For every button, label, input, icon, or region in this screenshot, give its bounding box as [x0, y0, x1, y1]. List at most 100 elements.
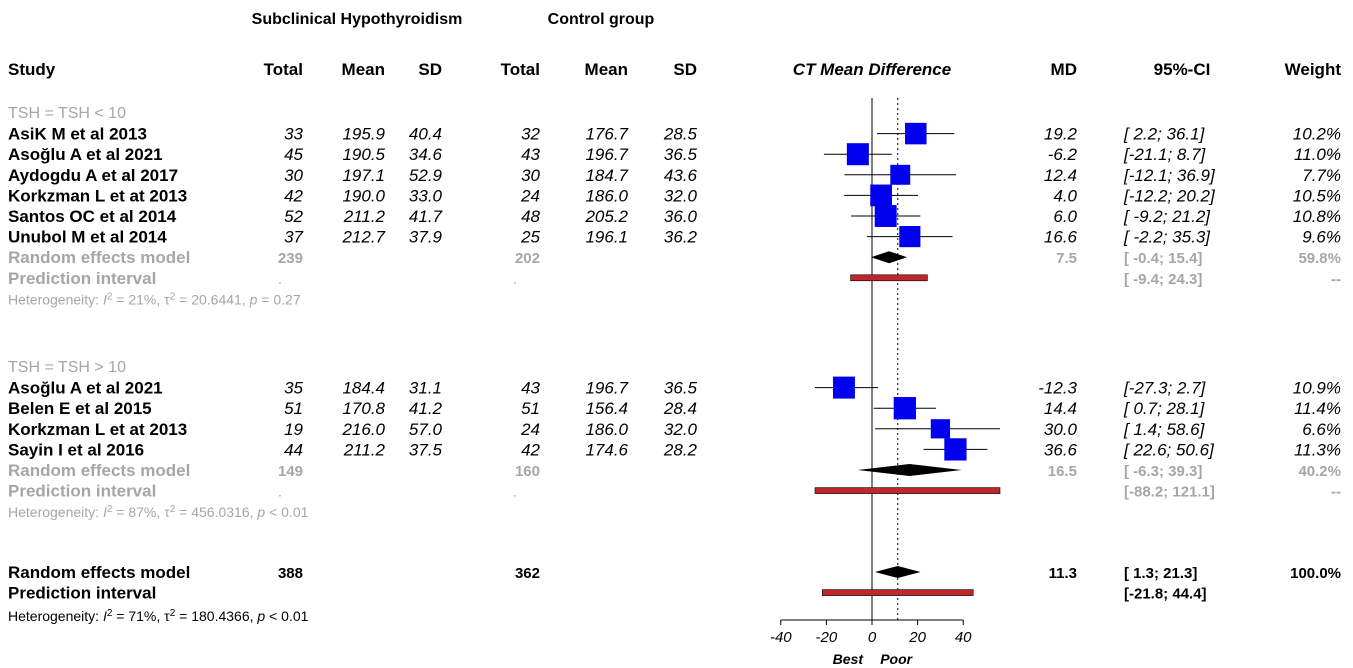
study-e-mean: 212.7 [341, 228, 385, 247]
heterogeneity-text: Heterogeneity: I2 = 71%, τ2 = 180.4366, … [8, 608, 309, 625]
study-weight: 9.6% [1302, 228, 1341, 247]
study-effect-box [846, 143, 869, 166]
study-ci: [-12.2; 20.2] [1123, 186, 1216, 205]
subgroup-effect-diamond [871, 251, 908, 264]
study-e-total: 52 [284, 207, 303, 226]
x-axis-label-right: Poor [880, 651, 913, 667]
subgroup-label: TSH = TSH > 10 [8, 359, 126, 376]
study-md: 4.0 [1053, 186, 1077, 205]
study-e-total: 30 [284, 166, 303, 185]
subgroup-re-weight: 40.2% [1298, 463, 1341, 480]
column-header-ci: 95%-CI [1154, 60, 1211, 79]
subgroup-re-c-total: 160 [515, 463, 540, 480]
group-header-control: Control group [548, 11, 655, 28]
study-ci: [ -2.2; 35.3] [1123, 228, 1211, 247]
study-ci: [ 2.2; 36.1] [1123, 125, 1206, 144]
study-c-sd: 36.2 [664, 228, 698, 247]
subgroup-pred-ci: [ -9.4; 24.3] [1124, 271, 1202, 288]
study-c-sd: 36.0 [664, 207, 698, 226]
study-c-total: 25 [520, 228, 540, 247]
x-axis-tick-label: -20 [816, 629, 838, 646]
study-ci: [-12.1; 36.9] [1123, 166, 1216, 185]
study-weight: 11.0% [1294, 145, 1341, 164]
study-name: Aydogdu A et al 2017 [8, 166, 178, 185]
study-ci: [-27.3; 2.7] [1123, 379, 1207, 398]
subgroup-re-ci: [ -0.4; 15.4] [1124, 250, 1202, 267]
column-header-weight: Weight [1285, 60, 1342, 79]
study-c-sd: 28.4 [663, 399, 697, 418]
study-weight: 10.2% [1293, 125, 1341, 144]
column-header-e-mean: Mean [342, 60, 385, 79]
study-weight: 10.5% [1293, 186, 1341, 205]
subgroup-re-weight: 59.8% [1298, 250, 1341, 267]
study-effect-box [930, 419, 951, 439]
study-ci: [ -9.2; 21.2] [1123, 207, 1211, 226]
study-name: Santos OC et al 2014 [8, 207, 177, 226]
study-e-mean: 216.0 [341, 420, 385, 439]
study-c-sd: 28.2 [663, 440, 698, 459]
subgroup-pred-c-total: . [513, 484, 517, 500]
study-e-mean: 197.1 [342, 166, 385, 185]
subgroup-prediction-bar [850, 274, 928, 282]
x-axis-tick-label: 40 [955, 629, 972, 646]
subgroup-pred-e-total: . [278, 484, 282, 500]
study-c-sd: 32.0 [664, 186, 698, 205]
column-header-c-sd: SD [673, 60, 697, 79]
study-e-mean: 170.8 [342, 399, 385, 418]
study-e-mean: 195.9 [342, 125, 385, 144]
study-c-total: 43 [521, 379, 540, 398]
study-e-sd: 37.9 [409, 228, 443, 247]
study-weight: 7.7% [1302, 166, 1341, 185]
study-md: 6.0 [1053, 207, 1077, 226]
study-name: Korkzman L et at 2013 [8, 420, 187, 439]
overall-re-e-total: 388 [278, 565, 303, 582]
study-c-sd: 43.6 [664, 166, 698, 185]
subgroup-random-effects-label: Random effects model [8, 248, 190, 267]
study-c-mean: 176.7 [585, 125, 628, 144]
study-name: Asoğlu A et al 2021 [8, 145, 163, 164]
subgroup-re-e-total: 239 [278, 250, 303, 267]
study-weight: 11.4% [1294, 399, 1341, 418]
study-c-sd: 36.5 [664, 379, 698, 398]
study-e-total: 19 [284, 420, 303, 439]
study-md: 12.4 [1044, 166, 1077, 185]
subgroup-re-e-total: 149 [278, 463, 303, 480]
study-md: 19.2 [1044, 125, 1078, 144]
study-effect-box [874, 205, 897, 227]
x-axis-tick-label: 20 [908, 629, 926, 646]
study-md: 36.6 [1044, 440, 1078, 459]
study-effect-box [905, 122, 927, 145]
study-effect-box [944, 438, 967, 461]
study-ci: [ 22.6; 50.6] [1123, 440, 1215, 459]
study-e-sd: 40.4 [409, 125, 442, 144]
subgroup-label: TSH = TSH < 10 [8, 105, 126, 122]
subgroup-prediction-bar [814, 487, 1001, 494]
study-e-mean: 190.0 [342, 186, 385, 205]
column-header-study: Study [8, 60, 56, 79]
study-c-total: 43 [521, 145, 540, 164]
study-e-mean: 184.4 [342, 379, 385, 398]
study-e-total: 44 [284, 440, 303, 459]
study-effect-box [893, 397, 916, 420]
study-e-total: 45 [284, 145, 303, 164]
study-weight: 10.8% [1293, 207, 1341, 226]
study-name: Asoğlu A et al 2021 [8, 379, 163, 398]
study-e-sd: 34.6 [409, 145, 443, 164]
study-md: 30.0 [1044, 420, 1078, 439]
group-header-experimental: Subclinical Hypothyroidism [252, 11, 463, 28]
study-e-total: 33 [284, 125, 303, 144]
subgroup-re-c-total: 202 [515, 250, 540, 267]
study-c-mean: 186.0 [585, 420, 628, 439]
study-e-sd: 52.9 [409, 166, 443, 185]
study-e-mean: 211.2 [343, 207, 386, 226]
subgroup-re-ci: [ -6.3; 39.3] [1124, 463, 1202, 480]
x-axis-tick-label: 0 [868, 629, 877, 646]
overall-re-ci: [ 1.3; 21.3] [1124, 565, 1197, 582]
overall-effect-diamond [874, 566, 921, 578]
study-name: Unubol M et al 2014 [8, 228, 167, 247]
subgroup-pred-c-total: . [513, 271, 517, 287]
study-weight: 11.3% [1294, 440, 1341, 459]
study-e-mean: 190.5 [342, 145, 385, 164]
x-axis-tick-label: -40 [770, 629, 792, 646]
